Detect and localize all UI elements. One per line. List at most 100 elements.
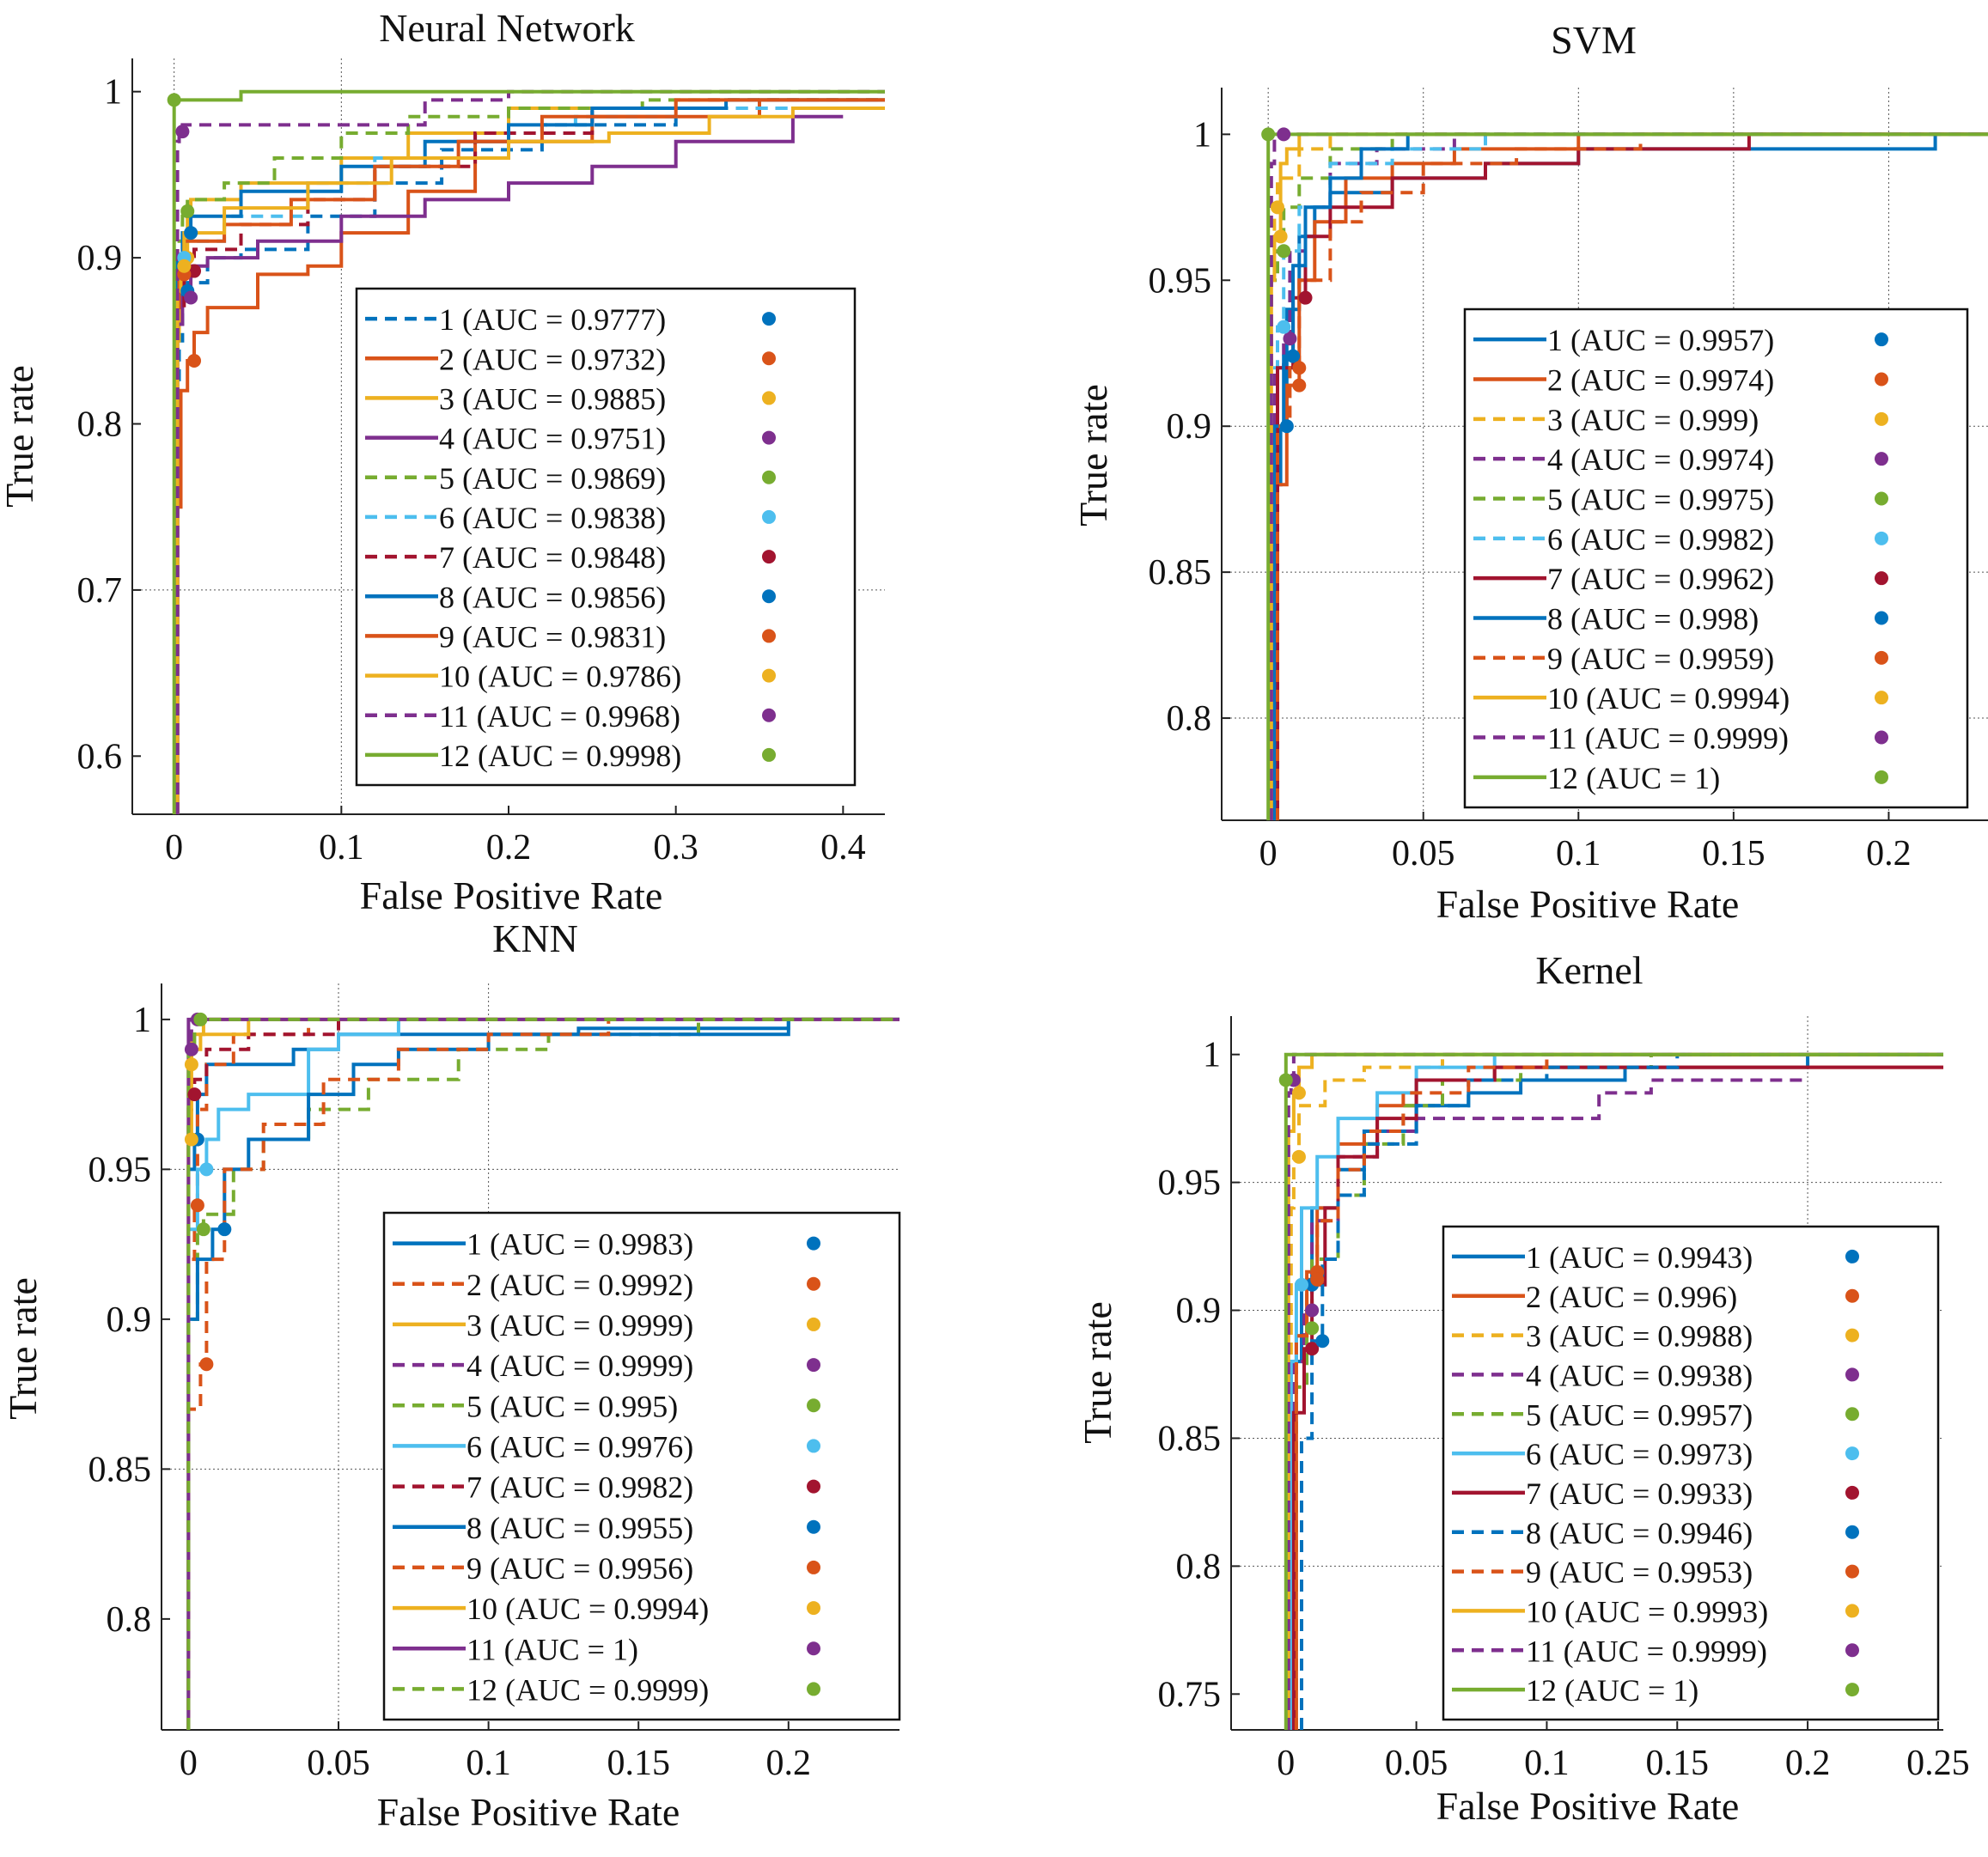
legend-marker [762, 351, 776, 366]
legend-marker [1845, 1446, 1859, 1461]
y-tick-label: 0.9 [1167, 407, 1212, 447]
y-tick-label: 0.7 [77, 571, 123, 611]
roc-curve-2 [1276, 132, 1988, 820]
legend-entry-label: 8 (AUC = 0.9856) [439, 580, 666, 614]
legend-entry-label: 6 (AUC = 0.9976) [467, 1429, 693, 1464]
legend-entry-label: 7 (AUC = 0.9982) [467, 1470, 693, 1505]
x-tick-label: 0.2 [766, 1744, 812, 1783]
legend-marker [1875, 491, 1888, 506]
x-tick-label: 0.15 [1646, 1744, 1710, 1783]
legend-marker [1875, 611, 1888, 625]
operating-point-3 [1291, 1149, 1306, 1164]
y-tick-label: 0.95 [1149, 261, 1212, 301]
operating-point-8 [217, 1222, 232, 1237]
operating-point-5 [180, 204, 195, 218]
legend-entry-label: 5 (AUC = 0.9957) [1526, 1397, 1753, 1432]
operating-point-9 [1292, 361, 1307, 375]
operating-point-9 [199, 1357, 214, 1372]
roc-curve-11 [175, 89, 885, 814]
x-tick-label: 0.1 [319, 828, 364, 868]
legend-marker [1845, 1564, 1859, 1579]
legend-entry-label: 9 (AUC = 0.9953) [1526, 1556, 1753, 1590]
legend-marker [807, 1682, 820, 1696]
y-axis-label: True rate [1076, 1301, 1119, 1444]
operating-point-10 [1273, 229, 1288, 244]
legend-entry-label: 3 (AUC = 0.9999) [467, 1308, 693, 1343]
legend-marker [762, 391, 776, 405]
legend-marker [807, 1560, 820, 1574]
legend-marker [762, 470, 776, 484]
legend-marker [1845, 1367, 1859, 1382]
y-tick-label: 0.8 [1176, 1547, 1222, 1586]
panel-knn: 0 0.05 0.1 0.15 0.2 0.8 0.85 0.9 0.95 1 KNN False P… [1, 916, 901, 1834]
legend-marker [762, 747, 776, 762]
roc-curve-6 [186, 1017, 899, 1730]
legend-marker [1875, 452, 1888, 466]
legend-entry-label: 6 (AUC = 0.9973) [1526, 1437, 1753, 1471]
legend-marker [1875, 372, 1888, 387]
x-tick-label: 0 [1277, 1744, 1295, 1783]
operating-point-8 [1286, 349, 1301, 363]
roc-curve-8 [1300, 1052, 1943, 1730]
y-tick-label: 0.95 [1158, 1164, 1222, 1203]
x-axis-label: False Positive Rate [360, 874, 663, 917]
legend-marker [1845, 1288, 1859, 1303]
legend-entry-label: 10 (AUC = 0.9994) [467, 1592, 709, 1626]
y-tick-label: 1 [1193, 115, 1211, 155]
operating-point-4 [1283, 332, 1297, 346]
x-tick-label: 0.4 [820, 828, 866, 868]
legend: 1 (AUC = 0.9957) 2 (AUC = 0.9974) 3 (AUC =… [1463, 307, 1969, 809]
legend-entry-label: 5 (AUC = 0.9975) [1547, 483, 1774, 517]
legend-entry-label: 5 (AUC = 0.995) [467, 1389, 678, 1423]
roc-curve-8 [1272, 132, 1988, 820]
roc-curve-12 [186, 1017, 899, 1730]
legend-marker [807, 1398, 820, 1413]
operating-point-5 [1305, 1321, 1320, 1336]
x-tick-label: 0.05 [1392, 834, 1455, 874]
panel-neural-network: 0 0.1 0.2 0.3 0.4 0.6 0.7 0.8 0.9 1 Neural Network… [0, 6, 885, 917]
y-tick-label: 1 [133, 1001, 151, 1040]
operating-point-6 [1277, 320, 1291, 334]
legend-marker [762, 708, 776, 722]
operating-point-11 [1277, 127, 1291, 142]
legend-marker [807, 1236, 820, 1251]
legend-entry-label: 1 (AUC = 0.9777) [439, 302, 666, 337]
legend-entry-label: 11 (AUC = 0.9968) [439, 699, 680, 734]
chart-title: KNN [492, 916, 578, 960]
roc-curve-5 [1269, 132, 1988, 820]
legend-entry-label: 1 (AUC = 0.9983) [467, 1227, 693, 1262]
legend-entry-label: 3 (AUC = 0.9988) [1526, 1319, 1753, 1354]
y-tick-label: 0.85 [88, 1450, 152, 1489]
y-tick-label: 1 [104, 73, 122, 113]
x-axis-label: False Positive Rate [1436, 1784, 1740, 1828]
operating-point-10 [184, 1132, 198, 1147]
x-axis-label: False Positive Rate [1436, 882, 1740, 926]
legend-marker [1845, 1249, 1859, 1263]
operating-point-6 [1294, 1277, 1308, 1292]
y-tick-label: 0.85 [1158, 1419, 1222, 1458]
panel-svm: 0 0.05 0.1 0.15 0.2 0.8 0.85 0.9 0.95 1 SVM False P… [1071, 18, 1988, 926]
operating-point-12 [1261, 127, 1276, 142]
legend-marker [807, 1641, 820, 1656]
legend-entry-label: 4 (AUC = 0.9751) [439, 422, 666, 456]
legend-entry-label: 1 (AUC = 0.9957) [1547, 323, 1774, 357]
legend-marker [807, 1519, 820, 1534]
x-tick-label: 0.2 [486, 828, 532, 868]
roc-curve-9 [1276, 132, 1988, 820]
chart-title: Neural Network [379, 6, 635, 50]
x-tick-label: 0 [165, 828, 183, 868]
legend-marker [762, 668, 776, 683]
legend-box [1463, 307, 1969, 809]
legend-marker [762, 312, 776, 326]
legend-entry-label: 7 (AUC = 0.9962) [1547, 562, 1774, 596]
x-tick-label: 0.2 [1785, 1744, 1831, 1783]
x-tick-label: 0.2 [1866, 834, 1912, 874]
legend-marker [762, 589, 776, 604]
legend-entry-label: 8 (AUC = 0.9955) [467, 1511, 693, 1545]
operating-point-1 [1279, 419, 1294, 434]
legend-box [382, 1211, 901, 1721]
legend-entry-label: 3 (AUC = 0.9885) [439, 381, 666, 416]
legend-entry-label: 2 (AUC = 0.9974) [1547, 363, 1774, 398]
legend-marker [1845, 1328, 1859, 1343]
legend-entry-label: 11 (AUC = 0.9999) [1547, 721, 1789, 756]
